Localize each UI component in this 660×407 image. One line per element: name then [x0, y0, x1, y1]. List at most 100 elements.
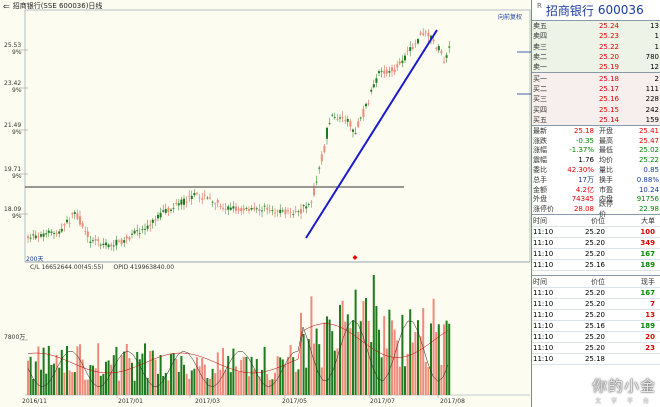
candle-body: [201, 198, 204, 200]
candle-body: [146, 225, 149, 229]
candle-body: [300, 208, 302, 214]
candle-body: [336, 119, 339, 120]
volume-bar: [45, 373, 48, 395]
candle-body: [388, 71, 391, 73]
tick-row[interactable]: 11:10 25.20 20: [532, 332, 660, 344]
buy-row[interactable]: 买二 25.17 111: [533, 84, 659, 93]
chart-title-bar: ⇐ 招商银行(SSE 600036)日线: [0, 0, 200, 12]
candle-body: [138, 233, 141, 235]
volume-bar: [263, 346, 266, 395]
volume-bar: [79, 344, 81, 395]
candle-body: [110, 244, 113, 247]
volume-bar: [300, 312, 302, 395]
tick-list[interactable]: 时间 价位 现手 11:10 25.20 167 11:10 25.20 7 11:10 25.2…: [532, 276, 660, 366]
volume-bar: [388, 309, 391, 395]
candle-body: [102, 243, 105, 245]
candlestick-chart[interactable]: [0, 0, 531, 407]
volume-bar: [167, 380, 170, 395]
tick-row[interactable]: 11:10 25.20 7: [532, 299, 660, 311]
trend-line: [305, 29, 438, 239]
back-icon[interactable]: ⇐: [3, 1, 10, 11]
candle-body: [47, 230, 50, 233]
candle-body: [141, 229, 144, 230]
tick-row[interactable]: 11:10 25.16 189: [532, 260, 660, 272]
volume-bar: [203, 364, 206, 395]
tick-row[interactable]: 11:10 25.20 167: [532, 249, 660, 261]
candle-body: [245, 208, 248, 209]
candle-body: [323, 146, 326, 153]
buy-row[interactable]: 买五 25.14 159: [533, 115, 659, 124]
candle-body: [60, 228, 63, 232]
candle-body: [328, 123, 331, 124]
adjust-label[interactable]: 向前复权: [498, 14, 523, 21]
sell-row[interactable]: 卖五 25.24 13: [533, 22, 659, 31]
volume-bar: [339, 304, 341, 395]
tick-row[interactable]: 11:10 25.16 189: [532, 321, 660, 333]
tick-row[interactable]: 11:10 25.20 13: [532, 310, 660, 322]
candle-body: [284, 209, 287, 215]
stat-row: 涨跌 -0.35 最高 25.47: [533, 136, 659, 145]
candle-body: [193, 192, 196, 196]
sell-row[interactable]: 卖四 25.23 1: [533, 32, 659, 41]
chart-title: 招商银行(SSE 600036)日线: [12, 2, 103, 10]
volume-bar: [97, 343, 100, 395]
candle-body: [237, 209, 240, 211]
volume-ma-line: [27, 319, 449, 388]
volume-bar: [86, 379, 89, 395]
volume-bar: [398, 366, 401, 395]
candle-body: [68, 222, 71, 224]
candle-body: [375, 78, 378, 83]
volume-bar: [331, 331, 334, 395]
candle-body: [37, 236, 40, 238]
tick-row[interactable]: 11:10 25.18: [532, 354, 660, 366]
volume-bar: [411, 342, 414, 395]
candle-body: [372, 84, 375, 88]
volume-bar: [115, 346, 118, 395]
chart-area[interactable]: ⇐ 招商银行(SSE 600036)日线 向前复权 25.53 9% 23.42 9…: [0, 0, 531, 407]
candle-body: [263, 205, 266, 207]
candle-body: [183, 198, 185, 205]
buy-row[interactable]: 买三 25.16 228: [533, 95, 659, 104]
buy-row[interactable]: 买四 25.15 242: [533, 105, 659, 114]
candle-body: [274, 212, 276, 214]
candle-body: [177, 203, 180, 206]
candle-body: [339, 117, 341, 119]
candle-body: [224, 208, 227, 210]
volume-bar: [253, 369, 256, 395]
stat-row: 涨幅 -1.37% 最低 25.02: [533, 146, 659, 155]
candle-body: [261, 210, 263, 212]
tick-row[interactable]: 11:10 25.20 23: [532, 343, 660, 355]
candle-body: [409, 47, 412, 51]
stat-row: 委比 42.30% 量比 0.85: [533, 166, 659, 175]
candle-body: [276, 210, 279, 212]
buy-row[interactable]: 买一 25.18 2: [533, 74, 659, 83]
candle-body: [42, 233, 45, 237]
candle-body: [443, 61, 445, 63]
stat-row: 最新 25.18 开盘 25.41: [533, 126, 659, 135]
candle-body: [271, 210, 274, 212]
candle-body: [349, 121, 352, 127]
volume-bar: [222, 348, 224, 395]
candle-body: [266, 207, 269, 210]
candle-body: [302, 205, 305, 207]
tick-row[interactable]: 11:10 25.20 167: [532, 288, 660, 300]
sell-row[interactable]: 卖一 25.19 12: [533, 63, 659, 72]
volume-bar: [380, 357, 383, 395]
volume-bar: [128, 358, 131, 395]
volume-bar: [185, 373, 188, 395]
volume-bar: [424, 361, 427, 395]
sell-row[interactable]: 卖二 25.20 780: [533, 53, 659, 62]
candle-body: [242, 208, 245, 211]
sell-row[interactable]: 卖三 25.22 1: [533, 42, 659, 51]
volume-bar: [274, 372, 276, 395]
tick-row[interactable]: 11:10 25.20 100: [532, 227, 660, 239]
volume-bar: [141, 353, 144, 395]
volume-bar: [131, 362, 133, 395]
candle-body: [354, 132, 357, 134]
tick-row[interactable]: 11:10 25.20 349: [532, 238, 660, 250]
volume-bar: [224, 370, 227, 395]
candle-body: [240, 208, 243, 212]
candle-body: [414, 43, 417, 45]
price-axis-label-2: 21.49 9%: [4, 122, 22, 136]
volume-bar: [42, 347, 45, 395]
